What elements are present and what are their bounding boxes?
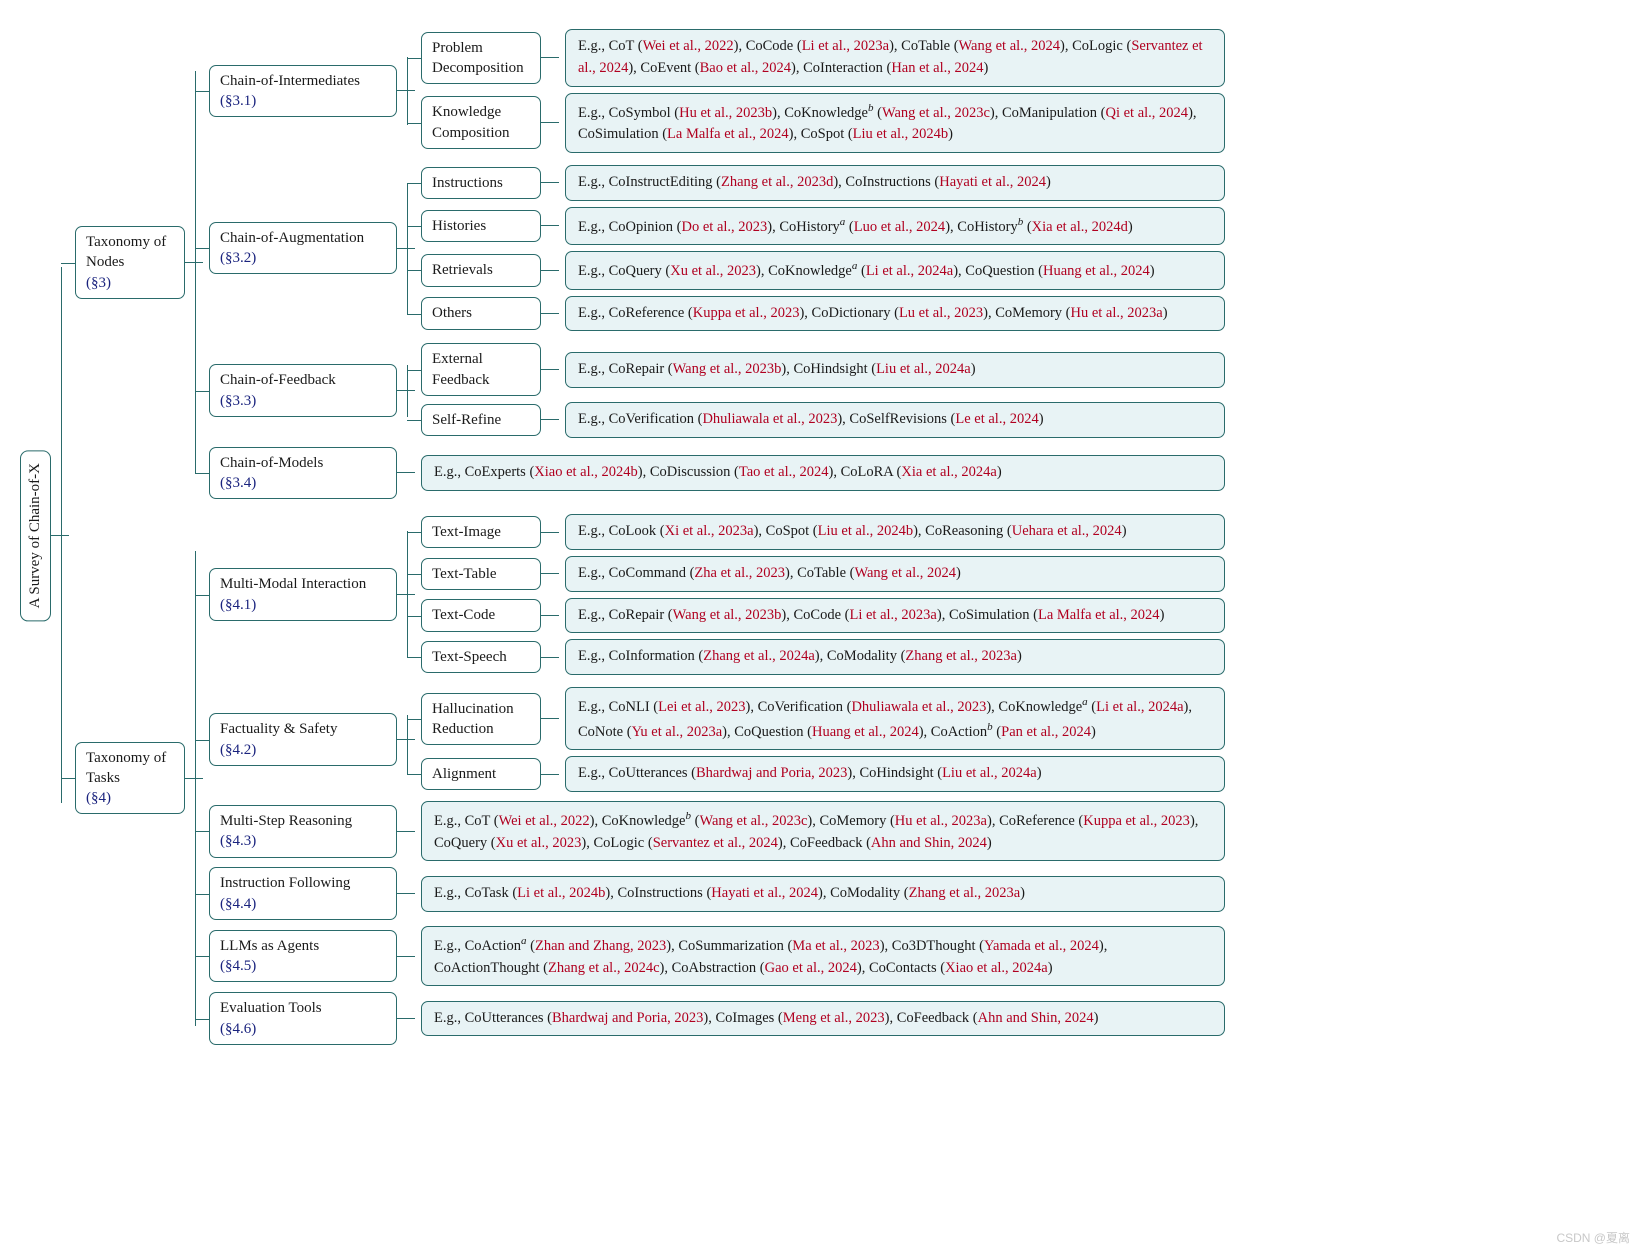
leaf-others: E.g., CoReference (Kuppa et al., 2023), … bbox=[565, 296, 1225, 332]
problem-decomposition: Problem Decomposition bbox=[421, 32, 541, 85]
text-table: Text-Table bbox=[421, 558, 541, 590]
text-image: Text-Image bbox=[421, 516, 541, 548]
taxonomy-tree: A Survey of Chain-of-X Taxonomy of Nodes… bbox=[20, 20, 1622, 1051]
text-code: Text-Code bbox=[421, 599, 541, 631]
leaf-self-refine: E.g., CoVerification (Dhuliawala et al.,… bbox=[565, 402, 1225, 438]
leaf-external-fb: E.g., CoRepair (Wang et al., 2023b), CoH… bbox=[565, 352, 1225, 388]
leaf-instr-follow: E.g., CoTask (Li et al., 2024b), CoInstr… bbox=[421, 876, 1225, 912]
leaf-multistep: E.g., CoT (Wei et al., 2022), CoKnowledg… bbox=[421, 801, 1225, 861]
chain-feedback: Chain-of-Feedback(§3.3) bbox=[209, 364, 397, 417]
self-refine: Self-Refine bbox=[421, 404, 541, 436]
llms-as-agents: LLMs as Agents(§4.5) bbox=[209, 930, 397, 983]
external-feedback: External Feedback bbox=[421, 343, 541, 396]
hallucination-reduction: Hallucination Reduction bbox=[421, 693, 541, 746]
root-node: A Survey of Chain-of-X bbox=[20, 450, 51, 621]
leaf-halluc: E.g., CoNLI (Lei et al., 2023), CoVerifi… bbox=[565, 687, 1225, 750]
multistep-reasoning: Multi-Step Reasoning(§4.3) bbox=[209, 805, 397, 858]
leaf-text-code: E.g., CoRepair (Wang et al., 2023b), CoC… bbox=[565, 598, 1225, 634]
level1: Taxonomy of Nodes(§3) Chain-of-Intermedi… bbox=[69, 20, 1225, 1051]
leaf-agents: E.g., CoActiona (Zhan and Zhang, 2023), … bbox=[421, 926, 1225, 986]
retrievals: Retrievals bbox=[421, 254, 541, 286]
leaf-knowledge-comp: E.g., CoSymbol (Hu et al., 2023b), CoKno… bbox=[565, 93, 1225, 153]
knowledge-composition: Knowledge Composition bbox=[421, 96, 541, 149]
others: Others bbox=[421, 297, 541, 329]
leaf-text-image: E.g., CoLook (Xi et al., 2023a), CoSpot … bbox=[565, 514, 1225, 550]
taxonomy-tasks: Taxonomy of Tasks(§4) bbox=[75, 742, 185, 815]
evaluation-tools: Evaluation Tools(§4.6) bbox=[209, 992, 397, 1045]
taxonomy-nodes: Taxonomy of Nodes(§3) bbox=[75, 226, 185, 299]
leaf-histories: E.g., CoOpinion (Do et al., 2023), CoHis… bbox=[565, 207, 1225, 246]
leaf-problem-decomp: E.g., CoT (Wei et al., 2022), CoCode (Li… bbox=[565, 29, 1225, 87]
multimodal: Multi-Modal Interaction(§4.1) bbox=[209, 568, 397, 621]
instructions: Instructions bbox=[421, 167, 541, 199]
leaf-text-speech: E.g., CoInformation (Zhang et al., 2024a… bbox=[565, 639, 1225, 675]
histories: Histories bbox=[421, 210, 541, 242]
alignment: Alignment bbox=[421, 758, 541, 790]
watermark: CSDN @夏离 bbox=[1556, 1229, 1630, 1246]
leaf-text-table: E.g., CoCommand (Zha et al., 2023), CoTa… bbox=[565, 556, 1225, 592]
chain-intermediates: Chain-of-Intermediates(§3.1) bbox=[209, 65, 397, 118]
instruction-following: Instruction Following(§4.4) bbox=[209, 867, 397, 920]
leaf-instructions: E.g., CoInstructEditing (Zhang et al., 2… bbox=[565, 165, 1225, 201]
leaf-models: E.g., CoExperts (Xiao et al., 2024b), Co… bbox=[421, 455, 1225, 491]
text-speech: Text-Speech bbox=[421, 641, 541, 673]
factuality-safety: Factuality & Safety(§4.2) bbox=[209, 713, 397, 766]
leaf-alignment: E.g., CoUtterances (Bhardwaj and Poria, … bbox=[565, 756, 1225, 792]
chain-augmentation: Chain-of-Augmentation(§3.2) bbox=[209, 222, 397, 275]
leaf-retrievals: E.g., CoQuery (Xu et al., 2023), CoKnowl… bbox=[565, 251, 1225, 290]
leaf-eval: E.g., CoUtterances (Bhardwaj and Poria, … bbox=[421, 1001, 1225, 1037]
chain-models: Chain-of-Models(§3.4) bbox=[209, 447, 397, 500]
